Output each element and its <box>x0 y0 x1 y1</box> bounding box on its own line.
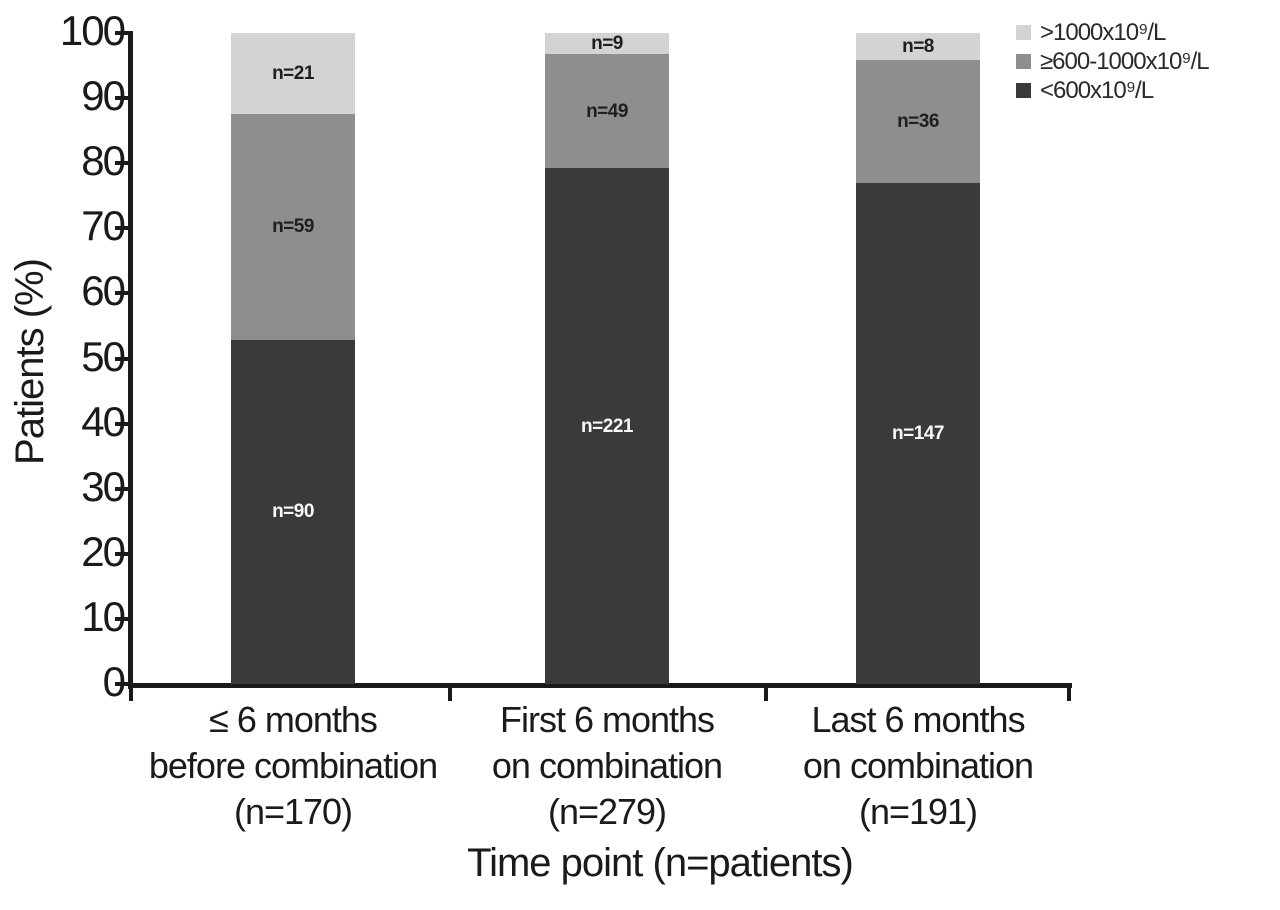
x-axis-line <box>128 683 1072 688</box>
legend-row: >1000x10⁹/L <box>1016 20 1209 45</box>
y-tick-mark <box>115 616 128 621</box>
bar-segment: n=36 <box>856 60 980 183</box>
x-tick-mark <box>129 688 133 701</box>
x-category-label: First 6 months on combination (n=279) <box>437 697 777 835</box>
y-tick-mark <box>115 682 128 686</box>
y-tick-mark <box>115 356 128 361</box>
x-category-label-line: First 6 months <box>499 699 715 740</box>
bar-segment-label: n=21 <box>272 62 314 84</box>
y-tick-label: 100 <box>59 7 126 54</box>
x-category-label: ≤ 6 months before combination (n=170) <box>123 697 463 835</box>
legend-label: <600x10⁹/L <box>1040 76 1154 104</box>
x-category-label-line: (n=170) <box>233 791 353 832</box>
y-tick-label: 90 <box>81 72 126 120</box>
bar-segment: n=9 <box>545 33 669 54</box>
y-tick-label: 20 <box>81 527 126 575</box>
x-category-label-line: on combination <box>491 745 723 786</box>
bar-segment-label: n=221 <box>581 415 633 437</box>
x-tick-mark <box>448 688 452 701</box>
x-axis-title: Time point (n=patients) <box>467 841 854 885</box>
legend-row: ≥600-1000x10⁹/L <box>1016 47 1210 75</box>
y-tick-label: 10 <box>81 592 126 640</box>
bar-segment: n=8 <box>856 33 980 61</box>
y-tick-mark <box>115 226 128 231</box>
bar-segment-label: n=147 <box>892 422 944 444</box>
y-tick-label: 70 <box>81 202 126 250</box>
legend: >1000x10⁹/L ≥600-1000x10⁹/L <600x10⁹/L <box>1016 20 1210 107</box>
y-tick-mark <box>115 31 128 35</box>
y-tick-label: 30 <box>81 462 126 510</box>
y-tick-label: 0 <box>102 658 126 705</box>
y-tick-label: 50 <box>81 332 126 380</box>
y-tick-label: 40 <box>81 397 126 445</box>
y-tick-mark <box>115 421 128 426</box>
y-axis-line <box>128 31 133 689</box>
bar-segment-label: n=36 <box>897 111 939 133</box>
y-tick-mark <box>115 551 128 556</box>
y-tick-mark <box>115 96 128 101</box>
bar-segment: n=49 <box>545 53 669 169</box>
legend-swatch-icon <box>1016 25 1031 40</box>
y-tick-mark <box>115 291 128 296</box>
x-tick-mark <box>764 688 768 701</box>
x-category-label-line: (n=191) <box>858 791 978 832</box>
x-category-label-line: before combination <box>148 745 438 786</box>
legend-label: >1000x10⁹/L <box>1040 18 1166 46</box>
bar-segment: n=90 <box>231 339 355 684</box>
y-tick-label: 80 <box>81 137 126 185</box>
y-tick-mark <box>115 161 128 166</box>
legend-swatch-icon <box>1016 54 1031 69</box>
y-tick-mark <box>115 486 128 491</box>
bar-segment-label: n=49 <box>586 100 628 122</box>
x-category-label-line: (n=279) <box>547 791 667 832</box>
bar-segment-label: n=8 <box>902 36 934 58</box>
legend-label: ≥600-1000x10⁹/L <box>1040 47 1210 75</box>
x-category-label-line: on combination <box>802 745 1034 786</box>
x-category-label: Last 6 months on combination (n=191) <box>748 697 1088 835</box>
bar-segment-label: n=90 <box>272 501 314 523</box>
y-tick-label: 60 <box>81 267 126 315</box>
bar-segment-label: n=59 <box>272 216 314 238</box>
bar-segment: n=147 <box>856 182 980 684</box>
bar-segment-label: n=9 <box>591 32 623 54</box>
x-category-label-line: ≤ 6 months <box>209 699 378 740</box>
legend-row: <600x10⁹/L <box>1016 78 1209 103</box>
bar-segment: n=221 <box>545 168 669 684</box>
bar-segment: n=59 <box>231 113 355 340</box>
x-tick-mark <box>1067 688 1071 701</box>
x-category-label-line: Last 6 months <box>811 699 1025 740</box>
legend-swatch-icon <box>1016 83 1031 98</box>
bar-segment: n=21 <box>231 33 355 114</box>
